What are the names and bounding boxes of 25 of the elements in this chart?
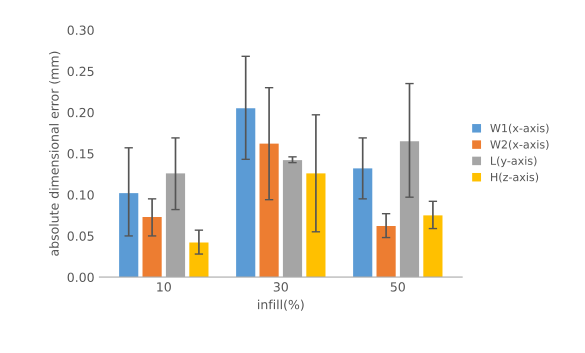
bar [260, 144, 279, 278]
y-tick-label: 0.10 [68, 190, 94, 200]
y-axis-title: absolute dimensional error (mm) [49, 52, 60, 256]
bar [119, 193, 138, 278]
y-tick-label: 0.15 [68, 149, 94, 158]
y-tick-label: 0.25 [68, 66, 94, 76]
bar [376, 226, 396, 278]
legend-label: W1(x-axis) [490, 124, 549, 134]
x-tick-label: 30 [274, 282, 288, 292]
legend-label: W2(x-axis) [490, 140, 549, 150]
y-tick-label: 0.05 [68, 231, 94, 241]
y-tick-label: 0.20 [68, 108, 94, 118]
x-axis-title: infill(%) [258, 300, 304, 311]
bar [306, 173, 326, 278]
bar [189, 242, 208, 278]
bar [142, 216, 162, 278]
legend-label: L(y-axis) [491, 156, 536, 168]
y-tick-label: 0.30 [68, 25, 94, 35]
x-tick-label: 50 [390, 282, 405, 292]
bar [353, 168, 372, 278]
x-tick-label: 10 [157, 282, 171, 292]
bar [423, 215, 442, 278]
y-tick-label: 0.00 [68, 272, 94, 282]
legend-label: H(z-axis) [491, 172, 538, 183]
bar [236, 108, 256, 278]
